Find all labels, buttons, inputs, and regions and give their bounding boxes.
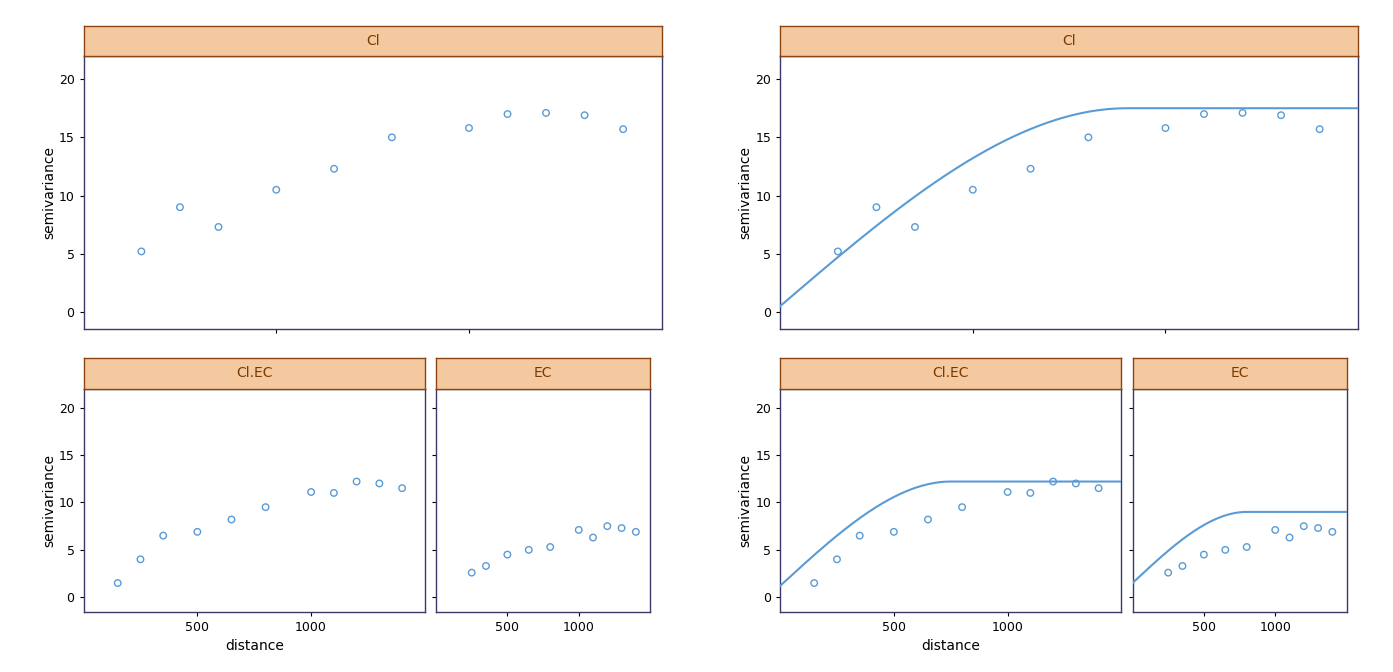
Point	[567, 525, 589, 536]
Point	[1293, 521, 1315, 532]
Point	[1270, 110, 1293, 120]
Point	[1020, 163, 1042, 174]
Point	[996, 487, 1018, 497]
Point	[1172, 560, 1194, 571]
Point	[917, 514, 939, 525]
Point	[1020, 488, 1042, 499]
Point	[368, 478, 390, 489]
Point	[1088, 482, 1110, 493]
Point	[458, 123, 481, 134]
X-axis label: distance: distance	[921, 639, 981, 653]
Point	[883, 526, 905, 537]
Point	[535, 108, 557, 118]
Point	[323, 163, 345, 174]
Point	[496, 549, 518, 560]
Point	[1077, 132, 1099, 142]
Point	[1308, 124, 1330, 134]
Point	[1263, 525, 1286, 536]
Point	[1279, 532, 1301, 543]
Point	[596, 521, 618, 532]
Point	[826, 554, 848, 564]
Text: Cl: Cl	[1063, 34, 1075, 48]
Point	[1307, 523, 1329, 534]
Text: EC: EC	[534, 366, 552, 380]
Point	[518, 544, 540, 555]
Point	[130, 554, 152, 564]
Point	[1321, 526, 1343, 537]
Text: EC: EC	[1230, 366, 1248, 380]
Point	[582, 532, 605, 543]
Point	[220, 514, 242, 525]
Text: Cl.EC: Cl.EC	[932, 366, 970, 380]
Text: Cl.EC: Cl.EC	[235, 366, 273, 380]
Y-axis label: semivariance: semivariance	[42, 454, 56, 546]
Text: Cl: Cl	[366, 34, 379, 48]
Point	[802, 578, 825, 589]
Point	[496, 109, 518, 120]
Point	[475, 560, 497, 571]
Point	[391, 482, 414, 493]
Point	[1236, 542, 1258, 552]
Point	[255, 502, 277, 513]
Point	[152, 530, 174, 541]
Point	[904, 222, 926, 233]
Point	[323, 488, 345, 499]
Point	[187, 526, 209, 537]
Point	[1231, 108, 1254, 118]
Point	[848, 530, 871, 541]
Point	[131, 246, 153, 257]
Y-axis label: semivariance: semivariance	[738, 146, 752, 239]
Point	[1064, 478, 1087, 489]
Point	[624, 526, 646, 537]
Point	[345, 476, 368, 487]
Point	[610, 523, 632, 534]
Y-axis label: semivariance: semivariance	[42, 146, 56, 239]
Point	[1158, 567, 1180, 578]
Point	[380, 132, 403, 142]
Point	[461, 567, 483, 578]
Point	[961, 184, 983, 195]
Point	[299, 487, 322, 497]
Point	[1215, 544, 1237, 555]
Point	[169, 202, 191, 212]
X-axis label: distance: distance	[224, 639, 284, 653]
Point	[612, 124, 634, 134]
Point	[951, 502, 974, 513]
Point	[265, 184, 287, 195]
Point	[1042, 476, 1064, 487]
Point	[826, 246, 848, 257]
Point	[574, 110, 596, 120]
Point	[106, 578, 128, 589]
Point	[208, 222, 230, 233]
Point	[1155, 123, 1177, 134]
Point	[1192, 549, 1215, 560]
Y-axis label: semivariance: semivariance	[738, 454, 752, 546]
Point	[865, 202, 887, 212]
Point	[1192, 109, 1215, 120]
Point	[539, 542, 561, 552]
